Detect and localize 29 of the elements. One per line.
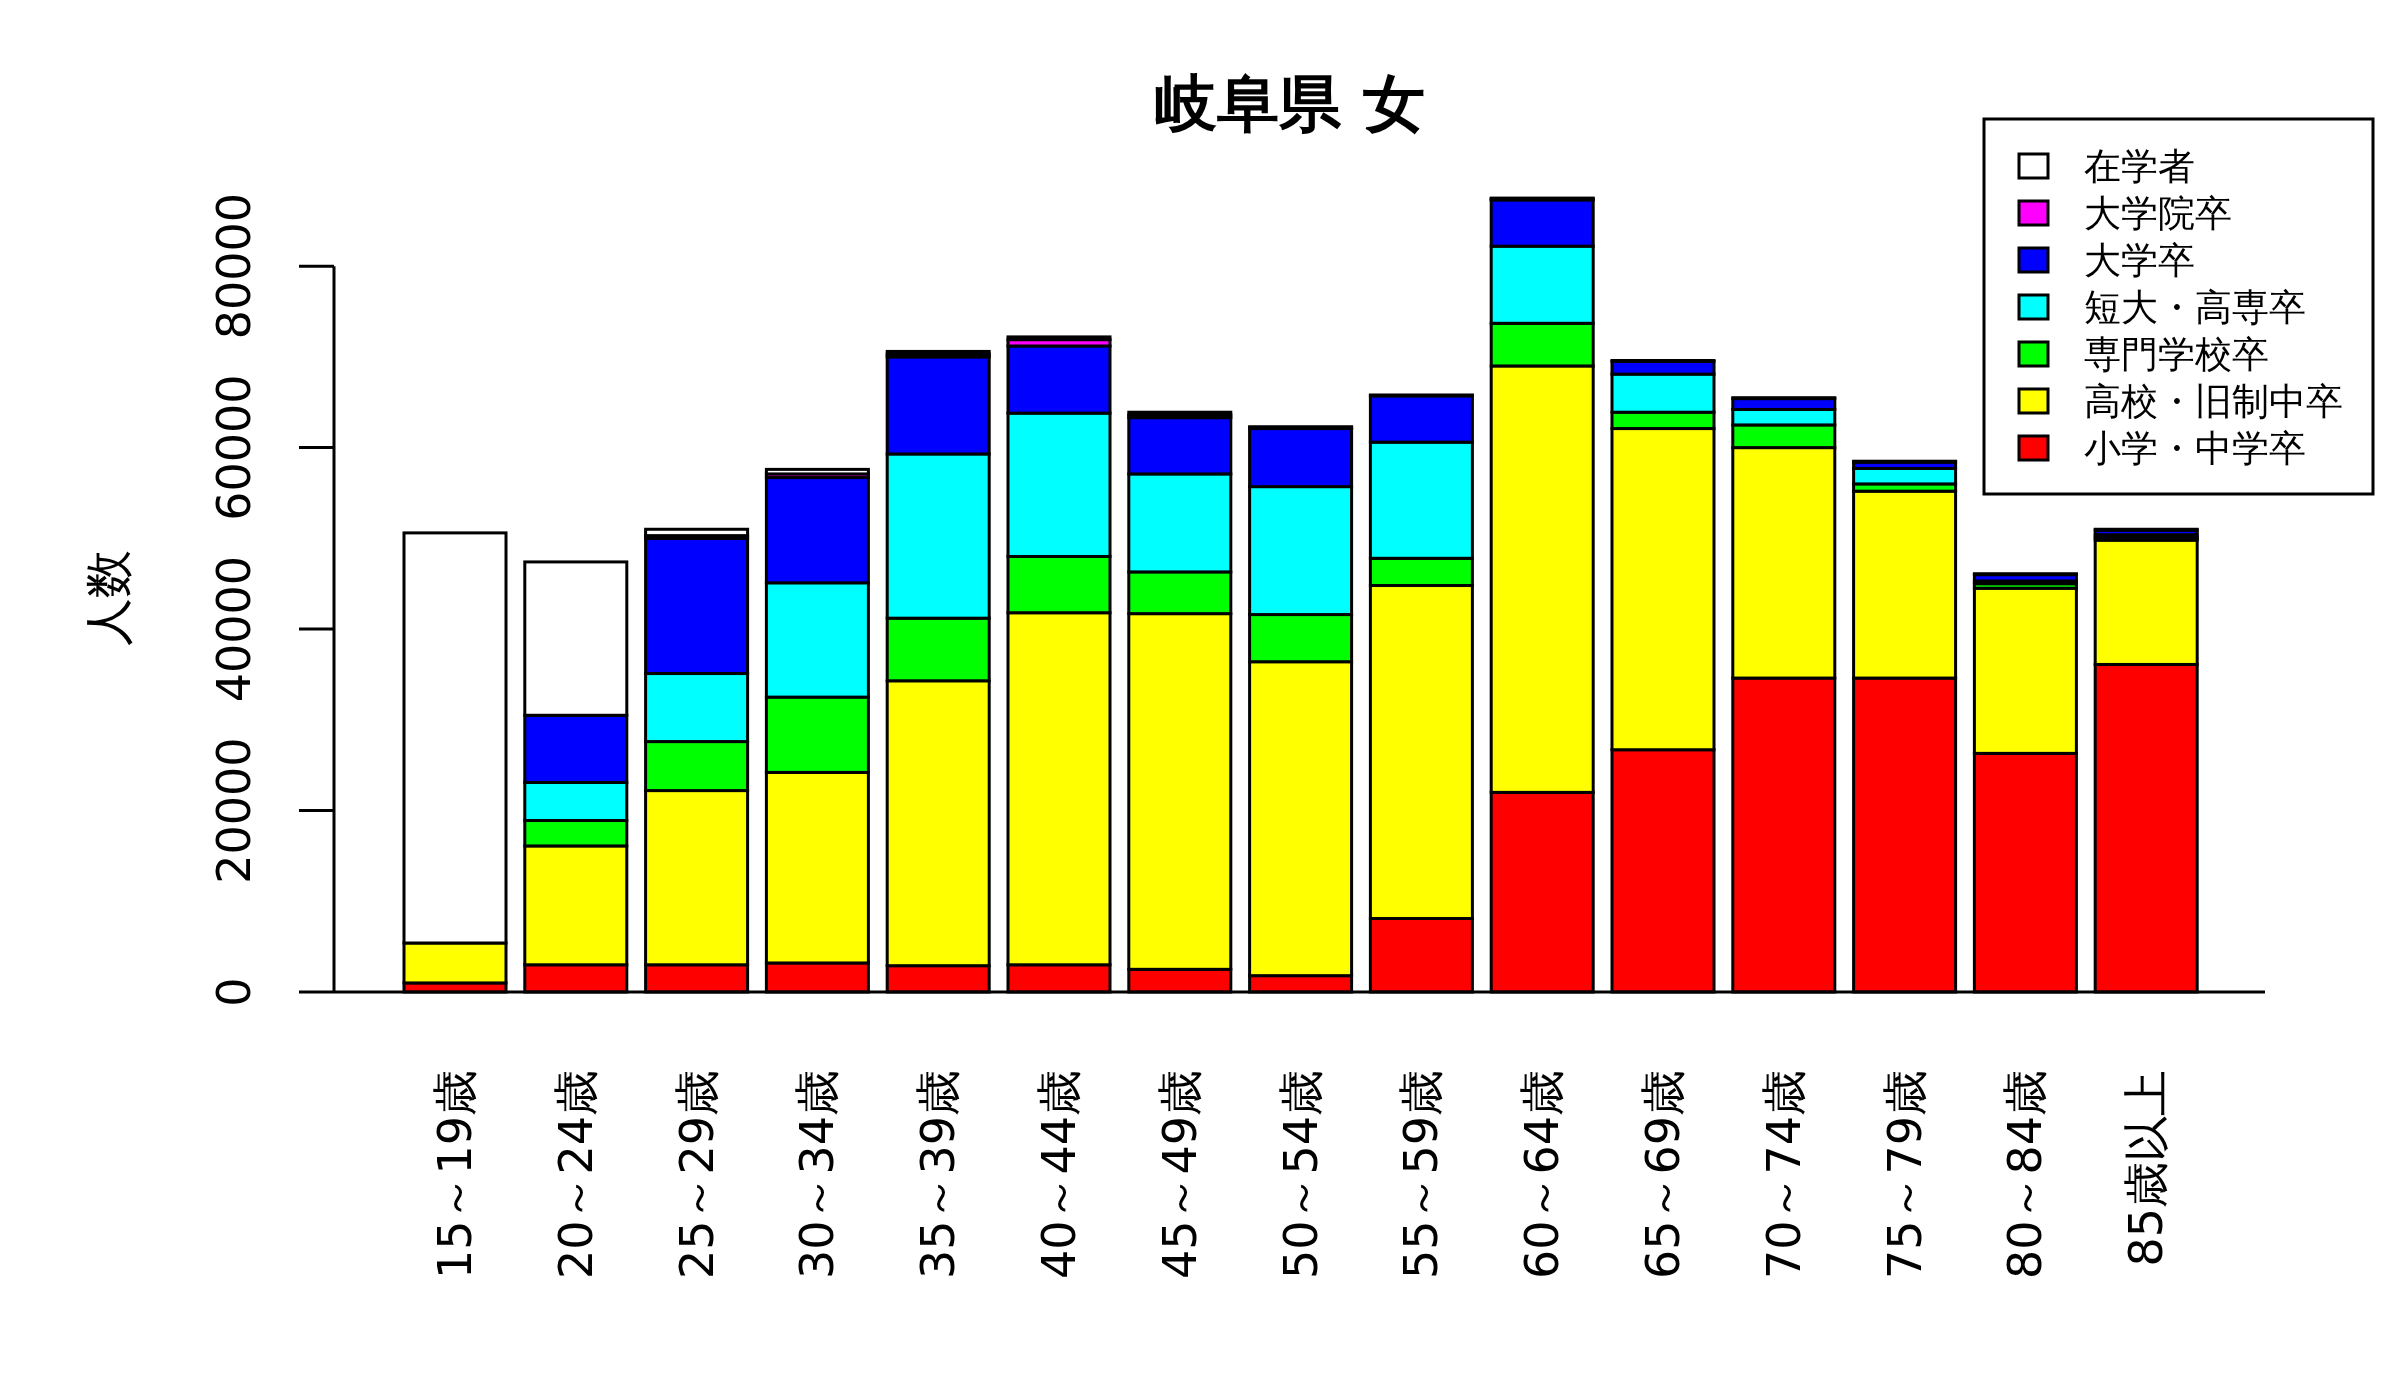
legend-label: 在学者 (2084, 145, 2195, 188)
legend-label: 高校・旧制中卒 (2084, 380, 2343, 423)
x-tick-label: 65～69歳 (1636, 1070, 1690, 1280)
x-tick-label: 30～34歳 (790, 1070, 845, 1280)
x-tick-label: 45～49歳 (1152, 1070, 1207, 1280)
x-tick-label: 40～44歳 (1032, 1070, 1086, 1280)
legend-label: 専門学校卒 (2084, 333, 2269, 376)
x-tick-label: 70～74歳 (1756, 1070, 1811, 1280)
legend-label: 大学院卒 (2084, 192, 2232, 235)
x-tick-label: 20～24歳 (548, 1070, 603, 1280)
y-tick-label: 40000 (207, 555, 261, 703)
x-tick-label: 55～59歳 (1394, 1070, 1449, 1280)
y-axis-title: 人数 (80, 550, 136, 646)
y-tick-label: 80000 (207, 192, 261, 340)
x-tick-label: 25～29歳 (669, 1070, 724, 1280)
legend-label: 短大・高専卒 (2084, 286, 2306, 329)
x-tick-label: 15～19歳 (428, 1070, 482, 1280)
y-tick-label: 60000 (207, 374, 261, 521)
x-tick-label: 50～54歳 (1273, 1070, 1328, 1280)
y-tick-label: 20000 (207, 737, 261, 884)
chart-title: 岐阜県 女 (1155, 67, 1425, 140)
x-tick-label: 60～64歳 (1515, 1070, 1570, 1280)
y-tick-label: 0 (207, 977, 261, 1007)
x-tick-label: 85歳以上 (2119, 1070, 2174, 1267)
x-tick-label: 35～39歳 (911, 1070, 966, 1280)
legend-label: 大学卒 (2084, 239, 2195, 282)
legend-label: 小学・中学卒 (2084, 427, 2306, 470)
x-tick-label: 80～84歳 (1998, 1070, 2053, 1280)
x-tick-label: 75～79歳 (1877, 1070, 1932, 1280)
